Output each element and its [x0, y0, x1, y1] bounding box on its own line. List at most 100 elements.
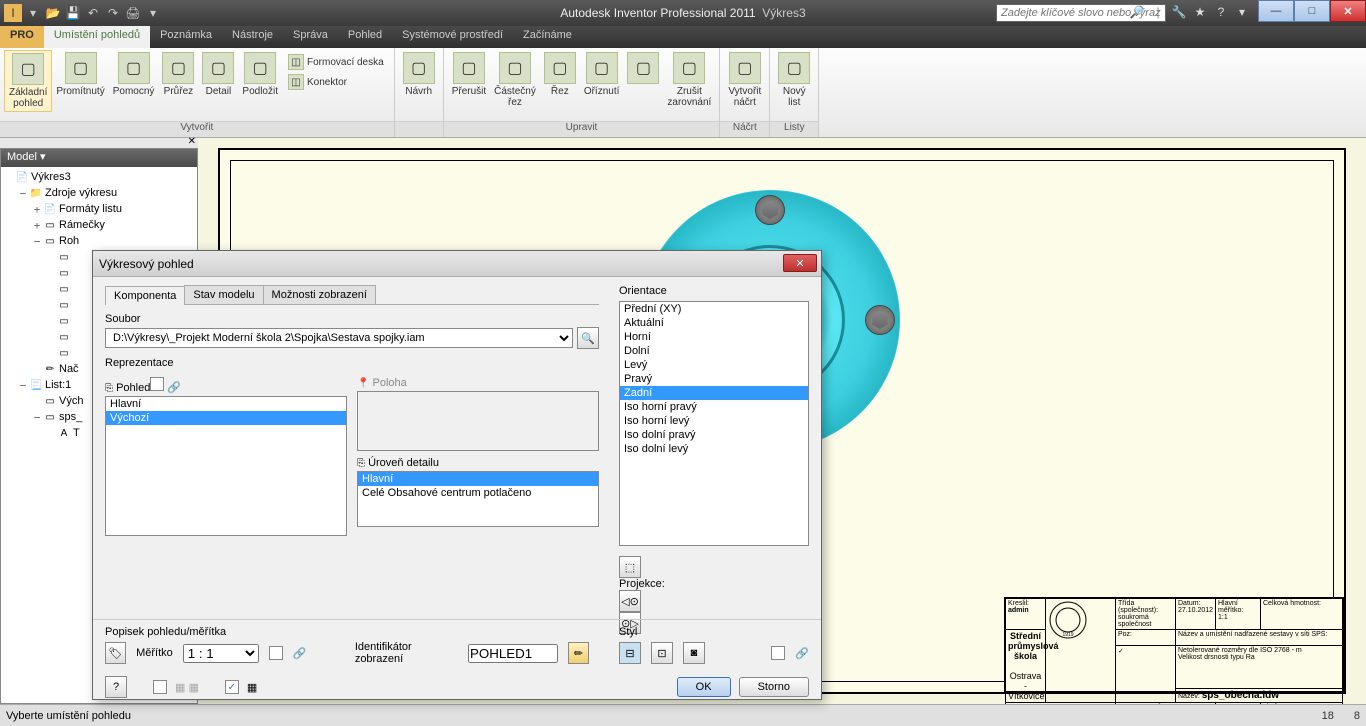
list-item[interactable]: Aktuální	[620, 316, 808, 330]
orientation-listbox[interactable]: Přední (XY)AktuálníHorníDolníLevýPravýZa…	[619, 301, 809, 546]
browse-file-button[interactable]: 🔍	[577, 327, 599, 349]
list-item[interactable]: Iso dolní pravý	[620, 428, 808, 442]
ident-input[interactable]	[468, 644, 558, 663]
list-item[interactable]: Celé Obsahové centrum potlačeno	[358, 486, 598, 500]
new-icon[interactable]: ▾	[24, 4, 42, 22]
style-shaded-button[interactable]: ◙	[683, 642, 705, 664]
list-item[interactable]: Levý	[620, 358, 808, 372]
dialog-tab[interactable]: Stav modelu	[184, 285, 263, 304]
ribbon-button[interactable]: ▢Pomocný	[109, 50, 159, 99]
ribbon-button[interactable]: ▢Návrh	[399, 50, 439, 99]
tree-node[interactable]: −▭Roh	[3, 233, 195, 249]
ribbon-tab[interactable]: Začínáme	[513, 26, 582, 48]
ok-button[interactable]: OK	[677, 677, 731, 697]
ribbon-tab[interactable]: Správa	[283, 26, 338, 48]
style-check[interactable]	[771, 646, 785, 660]
ribbon-button[interactable]: ▢Vytvořitnáčrt	[724, 50, 765, 110]
qat-more-icon[interactable]: ▾	[144, 4, 162, 22]
ribbon-button[interactable]: ▢Částečnýřez	[490, 50, 540, 110]
ribbon-tab[interactable]: Umístění pohledů	[44, 26, 150, 48]
ribbon-button[interactable]: ▢Podložit	[238, 50, 282, 99]
bolt-icon	[755, 195, 785, 225]
pohled-check[interactable]	[150, 377, 164, 391]
ribbon-button[interactable]: ▢	[623, 50, 663, 88]
print-icon[interactable]: 🖨	[124, 4, 142, 22]
ribbon-tab[interactable]: Pohled	[338, 26, 392, 48]
open-icon[interactable]: 📂	[44, 4, 62, 22]
detail-listbox[interactable]: HlavníCelé Obsahové centrum potlačeno	[357, 471, 599, 527]
scale-select[interactable]: 1 : 1	[183, 644, 259, 663]
list-item[interactable]: Dolní	[620, 344, 808, 358]
help-button[interactable]: ?	[105, 676, 127, 698]
tree-node[interactable]: +📄Formáty listu	[3, 201, 195, 217]
tree-node[interactable]: 📄Výkres3	[3, 169, 195, 185]
dropdown-icon[interactable]: ▾	[1233, 5, 1251, 21]
ribbon-button[interactable]: ▢Základnípohled	[4, 50, 52, 112]
dialog-tab[interactable]: Komponenta	[105, 286, 185, 305]
ribbon-tab[interactable]: Systémové prostředí	[392, 26, 513, 48]
ribbon-button[interactable]: ▢Průřez	[158, 50, 198, 99]
ribbon-button-small[interactable]: ◫Formovací deska	[284, 52, 388, 72]
ribbon-button[interactable]: ▢Detail	[198, 50, 238, 99]
list-item[interactable]: Pravý	[620, 372, 808, 386]
style-nohidden-button[interactable]: ⊡	[651, 642, 673, 664]
redo-icon[interactable]: ↷	[104, 4, 122, 22]
dialog-title[interactable]: Výkresový pohled	[93, 251, 821, 277]
projection-first-button[interactable]: ◁⊙	[619, 590, 641, 612]
titlebar: I ▾ 📂 💾 ↶ ↷ 🖨 ▾ Autodesk Inventor Profes…	[0, 0, 1366, 26]
style-hidden-button[interactable]: ⊟	[619, 642, 641, 664]
ribbon-tab[interactable]: Nástroje	[222, 26, 283, 48]
ribbon-button[interactable]: ▢Oříznutí	[580, 50, 624, 99]
ribbon-button[interactable]: ▢Přerušit	[448, 50, 490, 99]
close-button[interactable]: ✕	[1330, 0, 1366, 22]
projection-label: Projekce:	[619, 578, 665, 590]
opt1-check[interactable]	[153, 680, 167, 694]
panel-close-icon[interactable]: ✕	[188, 136, 196, 147]
opt2-check[interactable]: ✓	[225, 680, 239, 694]
popisek-label: Popisek pohledu/měřítka	[105, 626, 226, 638]
undo-icon[interactable]: ↶	[84, 4, 102, 22]
browser-header[interactable]: Model ▾	[1, 149, 197, 167]
edit-ident-button[interactable]: ✏	[568, 642, 589, 664]
scale-link-icon[interactable]: 🔗	[293, 647, 307, 660]
maximize-button[interactable]: □	[1294, 0, 1330, 22]
help-icon[interactable]: ?	[1212, 5, 1230, 21]
list-item[interactable]: Hlavní	[106, 397, 346, 411]
list-item[interactable]: Iso horní pravý	[620, 400, 808, 414]
scale-check[interactable]	[269, 646, 282, 660]
tree-node[interactable]: +▭Rámečky	[3, 217, 195, 233]
ribbon-button[interactable]: ▢Novýlist	[774, 50, 814, 110]
list-item[interactable]: Zadní	[620, 386, 808, 400]
ribbon-button[interactable]: ▢Zrušitzarovnání	[663, 50, 715, 110]
list-item[interactable]: Iso dolní levý	[620, 442, 808, 456]
orient-cube-button[interactable]: ⬚	[619, 556, 641, 578]
ribbon-button[interactable]: ▢Řez	[540, 50, 580, 99]
binoculars-icon[interactable]: 🔎	[1128, 5, 1146, 21]
style-link-icon[interactable]: 🔗	[795, 647, 809, 660]
ribbon-group-label	[395, 121, 443, 137]
list-item[interactable]: Iso horní levý	[620, 414, 808, 428]
list-item[interactable]: Horní	[620, 330, 808, 344]
dialog-close-button[interactable]: ✕	[783, 254, 817, 272]
quick-access-toolbar: I ▾ 📂 💾 ↶ ↷ 🖨 ▾	[0, 4, 162, 22]
save-icon[interactable]: 💾	[64, 4, 82, 22]
list-item[interactable]: Přední (XY)	[620, 302, 808, 316]
tree-node[interactable]: −📁Zdroje výkresu	[3, 185, 195, 201]
pro-tab[interactable]: PRO	[0, 26, 44, 48]
list-item[interactable]: Hlavní	[358, 472, 598, 486]
cancel-button[interactable]: Storno	[739, 677, 809, 697]
ribbon-button-small[interactable]: ◫Konektor	[284, 72, 388, 92]
link-icon[interactable]: 🔗	[167, 382, 181, 394]
key-icon[interactable]: 🔧	[1170, 5, 1188, 21]
list-item[interactable]: Výchozí	[106, 411, 346, 425]
pohled-listbox[interactable]: HlavníVýchozí	[105, 396, 347, 536]
ribbon-button[interactable]: ▢Promítnutý	[52, 50, 108, 99]
file-select[interactable]: D:\Výkresy\_Projekt Moderní škola 2\Spoj…	[105, 328, 573, 348]
app-icon[interactable]: I	[4, 4, 22, 22]
dialog-tab[interactable]: Možnosti zobrazení	[263, 285, 376, 304]
ribbon-group-label: Náčrt	[720, 121, 769, 137]
ribbon-tab[interactable]: Poznámka	[150, 26, 222, 48]
minimize-button[interactable]: —	[1258, 0, 1294, 22]
star-icon[interactable]: ★	[1191, 5, 1209, 21]
label-toggle-button[interactable]: 🏷	[105, 642, 126, 664]
